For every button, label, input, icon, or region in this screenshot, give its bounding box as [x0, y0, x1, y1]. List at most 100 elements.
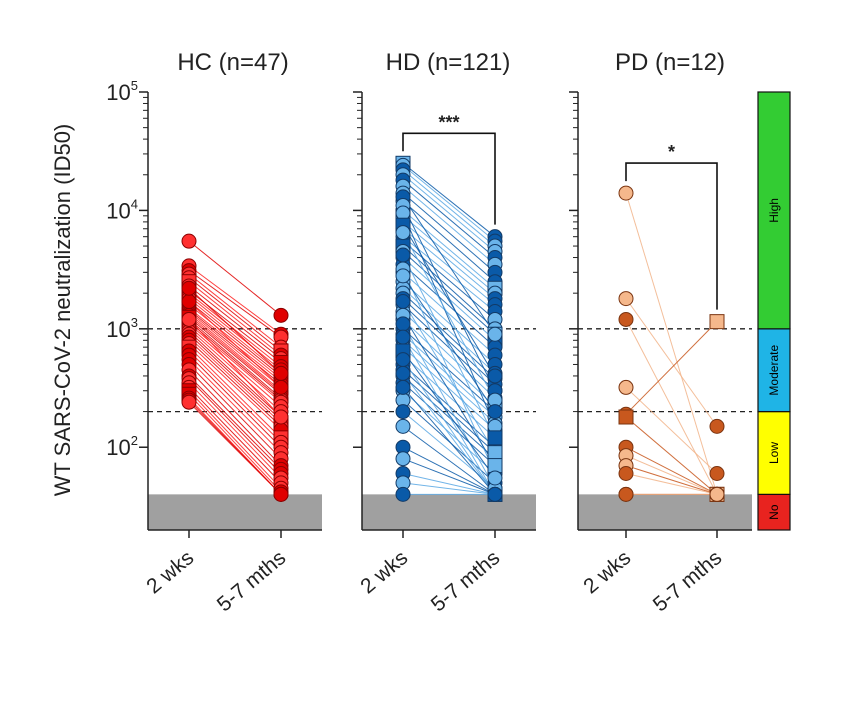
pair-line — [402, 304, 496, 392]
pair-line — [188, 316, 282, 395]
significance-label: * — [668, 142, 675, 162]
pair-line — [188, 343, 282, 431]
y-tick-label: 102 — [106, 433, 138, 460]
pair-line — [402, 382, 496, 466]
data-point — [487, 458, 503, 474]
pair-line — [402, 162, 496, 238]
detection-limit-band — [362, 494, 536, 530]
data-point — [709, 314, 725, 330]
x-tick-label: 5-7 mths — [649, 546, 726, 616]
pair-line — [402, 350, 496, 479]
pair-line — [402, 212, 496, 427]
pair-line — [188, 277, 282, 352]
pair-line — [402, 298, 496, 385]
pair-line — [625, 387, 718, 474]
paired-lines — [625, 192, 718, 495]
y-axis-label: WT SARS-CoV-2 neutralization (ID50) — [50, 124, 75, 497]
pair-line — [188, 301, 282, 377]
category-label: Moderate — [767, 345, 781, 396]
pair-line — [402, 200, 496, 283]
pair-line — [402, 359, 496, 495]
pair-line — [188, 350, 282, 443]
pair-line — [188, 336, 282, 424]
pair-line — [188, 292, 282, 367]
pair-line — [188, 240, 282, 316]
category-label: High — [767, 198, 781, 223]
pair-line — [402, 339, 496, 424]
data-point — [395, 294, 411, 310]
pair-line — [402, 323, 496, 489]
data-point — [487, 470, 503, 486]
significance-bracket: *** — [402, 112, 496, 225]
pair-line — [188, 354, 282, 448]
pair-line — [188, 378, 282, 474]
data-point — [395, 268, 411, 284]
pair-line — [402, 179, 496, 258]
pair-line — [402, 264, 496, 348]
pair-line — [625, 473, 718, 495]
pair-line — [188, 304, 282, 379]
pair-line — [188, 314, 282, 393]
pair-line — [188, 328, 282, 412]
pair-line — [402, 301, 496, 453]
pair-line — [402, 254, 496, 439]
pair-line — [402, 333, 496, 418]
data-point — [618, 466, 634, 482]
pair-line — [188, 273, 282, 348]
pair-line — [402, 251, 496, 335]
data-point — [487, 368, 503, 384]
detection-limit-band — [578, 494, 752, 530]
pair-line — [188, 270, 282, 338]
pair-line — [188, 359, 282, 454]
pair-line — [402, 458, 496, 495]
pair-line — [188, 295, 282, 371]
pair-line — [402, 425, 496, 495]
pair-line — [402, 373, 496, 495]
pair-line — [188, 265, 282, 335]
pair-line — [402, 232, 496, 401]
y-tick-label: 103 — [106, 315, 138, 342]
panel-2: PD (n=12) 2 wks 5-7 mths * — [569, 49, 752, 616]
pair-line — [188, 364, 282, 460]
pair-line — [402, 411, 496, 489]
category-label: No — [767, 504, 781, 520]
pair-line — [402, 210, 496, 289]
data-point — [395, 365, 411, 381]
pair-line — [402, 354, 496, 439]
pair-line — [188, 309, 282, 385]
panel-title: HC (n=47) — [177, 49, 288, 76]
data-point — [181, 233, 197, 249]
data-point — [395, 379, 411, 395]
x-tick-label: 2 wks — [142, 546, 198, 598]
pair-line — [402, 205, 496, 391]
y-tick-label: 104 — [106, 196, 138, 223]
data-point — [395, 247, 411, 263]
pair-line — [188, 301, 282, 388]
pair-line — [188, 369, 282, 466]
data-point — [709, 486, 725, 502]
pair-line — [188, 281, 282, 356]
pair-line — [625, 465, 718, 495]
category-segment — [757, 91, 791, 330]
pair-line — [188, 298, 282, 374]
x-tick-label: 2 wks — [356, 546, 412, 598]
data-point — [273, 365, 289, 381]
points — [181, 233, 289, 502]
x-tick-label: 5-7 mths — [427, 546, 504, 616]
pair-line — [402, 185, 496, 265]
data-point — [618, 291, 634, 307]
pair-line — [188, 323, 282, 403]
data-point — [395, 329, 411, 345]
category-segment — [757, 328, 791, 413]
panel-1: HD (n=121) 2 wks 5-7 mths *** — [353, 49, 536, 616]
pair-line — [402, 336, 496, 495]
detection-limit-band — [148, 494, 322, 530]
pair-line — [402, 346, 496, 431]
data-point — [618, 185, 634, 201]
pair-line — [188, 393, 282, 493]
pair-line — [188, 321, 282, 401]
pair-line — [188, 382, 282, 479]
data-point — [273, 379, 289, 395]
pair-line — [402, 275, 496, 412]
